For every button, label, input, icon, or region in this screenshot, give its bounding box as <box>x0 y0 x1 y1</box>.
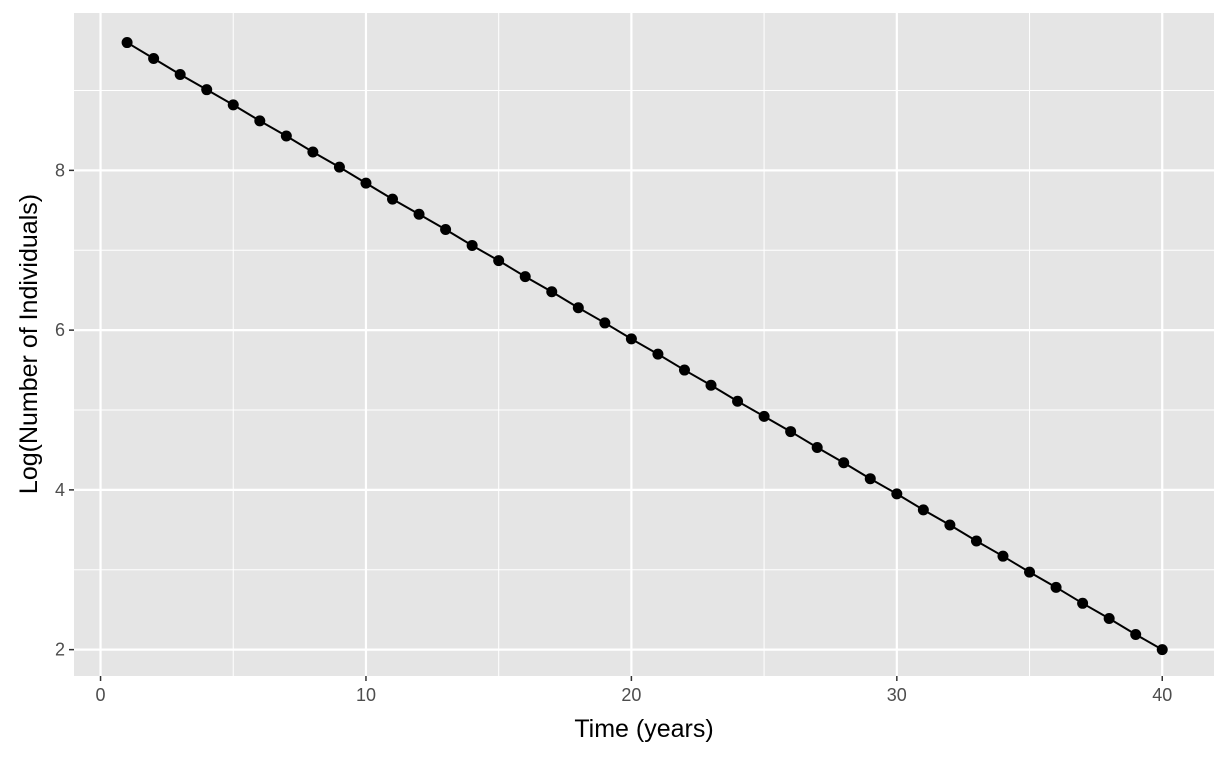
data-point <box>1050 581 1062 593</box>
data-point <box>652 348 664 360</box>
y-tick-label: 8 <box>55 160 65 180</box>
data-point <box>838 457 850 469</box>
series-line <box>126 41 1163 651</box>
data-point <box>572 302 584 314</box>
y-axis-title: Log(Number of Individuals) <box>15 194 43 494</box>
data-point <box>546 286 558 298</box>
data-point <box>466 239 478 251</box>
data-point <box>360 177 372 189</box>
data-point <box>917 504 929 516</box>
y-tick-label: 4 <box>55 480 65 500</box>
data-point <box>121 37 133 49</box>
data-point <box>280 130 292 142</box>
data-point <box>227 99 239 111</box>
data-point <box>970 535 982 547</box>
data-point <box>387 193 399 205</box>
data-point <box>493 255 505 267</box>
data-point <box>944 519 956 531</box>
data-point <box>1077 597 1089 609</box>
data-point <box>519 271 531 283</box>
minor-grid <box>74 13 1214 676</box>
data-point <box>864 473 876 485</box>
x-tick-label: 30 <box>887 685 907 705</box>
data-point <box>174 69 186 81</box>
x-axis-title: Time (years) <box>574 715 713 743</box>
y-tick-label: 6 <box>55 320 65 340</box>
data-point <box>413 208 425 220</box>
data-point <box>1130 628 1142 640</box>
data-point <box>758 410 770 422</box>
data-point <box>891 488 903 500</box>
data-point <box>1103 612 1115 624</box>
data-point <box>625 333 637 345</box>
data-point <box>785 426 797 438</box>
data-point <box>811 442 823 454</box>
data-point <box>148 53 160 65</box>
x-axis: 0 10 20 30 40 <box>96 676 1172 705</box>
data-point <box>732 395 744 407</box>
x-tick-label: 20 <box>621 685 641 705</box>
data-point <box>307 146 319 158</box>
data-point <box>254 115 266 127</box>
major-grid <box>74 13 1214 676</box>
y-axis: 2 4 6 8 <box>55 160 74 660</box>
data-point <box>440 223 452 235</box>
data-point <box>705 379 717 391</box>
data-point <box>678 364 690 376</box>
x-tick-label: 10 <box>356 685 376 705</box>
y-tick-label: 2 <box>55 640 65 660</box>
data-point <box>599 317 611 329</box>
series-layer <box>121 37 1168 656</box>
data-point <box>201 84 213 96</box>
data-point <box>1156 644 1168 656</box>
x-tick-label: 0 <box>96 685 106 705</box>
data-point <box>1024 566 1036 578</box>
x-tick-label: 40 <box>1152 685 1172 705</box>
data-point <box>997 550 1009 562</box>
data-point <box>333 161 345 173</box>
